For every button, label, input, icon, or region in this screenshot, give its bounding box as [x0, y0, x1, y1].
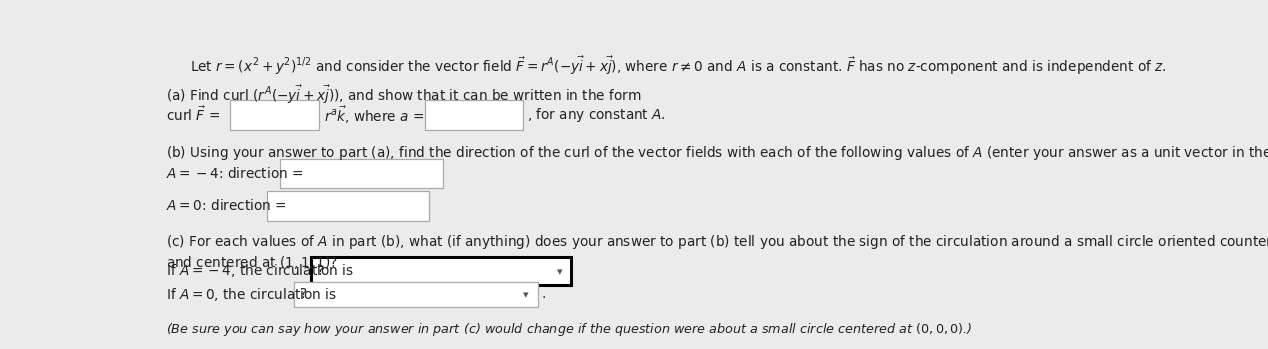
- FancyBboxPatch shape: [311, 257, 571, 285]
- Text: If $A = -4$, the circulation is: If $A = -4$, the circulation is: [166, 262, 354, 279]
- FancyBboxPatch shape: [425, 100, 524, 130]
- FancyBboxPatch shape: [231, 100, 318, 130]
- Text: (a) Find curl $(r^A(-y\vec{i} + x\vec{j}))$, and show that it can be written in : (a) Find curl $(r^A(-y\vec{i} + x\vec{j}…: [166, 83, 642, 106]
- Text: Let $r = (x^2 + y^2)^{1/2}$ and consider the vector field $\vec{F} = r^A(-y\vec{: Let $r = (x^2 + y^2)^{1/2}$ and consider…: [190, 54, 1167, 76]
- Text: ?: ?: [301, 288, 307, 302]
- Text: $A = 0$: direction =: $A = 0$: direction =: [166, 198, 287, 213]
- Text: $A = -4$: direction =: $A = -4$: direction =: [166, 166, 304, 181]
- FancyBboxPatch shape: [266, 191, 429, 221]
- Text: (b) Using your answer to part (a), find the direction of the curl of the vector : (b) Using your answer to part (a), find …: [166, 144, 1268, 162]
- Text: If $A = 0$, the circulation is: If $A = 0$, the circulation is: [166, 286, 337, 303]
- Text: ▾: ▾: [557, 267, 562, 277]
- Text: (Be sure you can say how your answer in part (c) would change if the question we: (Be sure you can say how your answer in …: [166, 321, 973, 339]
- FancyBboxPatch shape: [294, 282, 538, 307]
- Text: $r^a\vec{k}$, where $a$ =: $r^a\vec{k}$, where $a$ =: [323, 104, 424, 126]
- Text: curl $\vec{F}$ =: curl $\vec{F}$ =: [166, 106, 221, 124]
- Text: (c) For each values of $A$ in part (b), what (if anything) does your answer to p: (c) For each values of $A$ in part (b), …: [166, 233, 1268, 251]
- Text: , for any constant $A$.: , for any constant $A$.: [527, 106, 666, 124]
- Text: ▾: ▾: [524, 290, 529, 300]
- Text: .: .: [541, 288, 547, 302]
- Text: and centered at $(1, 1, 1)$?: and centered at $(1, 1, 1)$?: [166, 254, 339, 271]
- Text: ?: ?: [317, 264, 323, 278]
- FancyBboxPatch shape: [280, 159, 443, 188]
